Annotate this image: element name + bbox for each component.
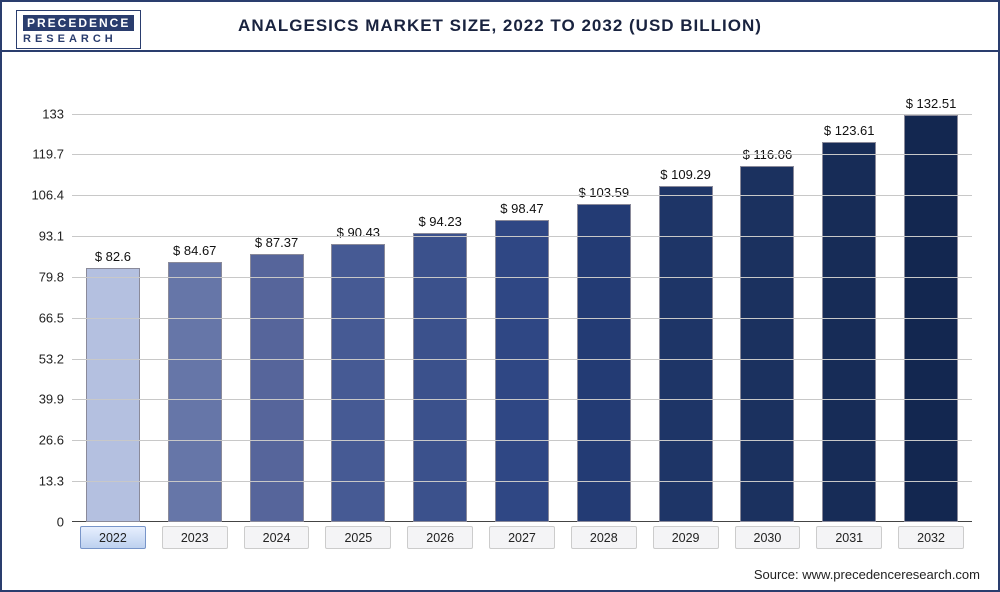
grid-line: [72, 195, 972, 196]
bar-value-label: $ 123.61: [824, 123, 875, 138]
y-tick-label: 26.6: [20, 433, 64, 448]
y-tick-label: 53.2: [20, 351, 64, 366]
y-tick-label: 66.5: [20, 310, 64, 325]
x-tick-label: 2025: [325, 526, 391, 549]
y-tick-label: 133: [20, 106, 64, 121]
bar-column: $ 87.37: [236, 92, 318, 522]
bar-column: $ 123.61: [808, 92, 890, 522]
bar-value-label: $ 90.43: [337, 225, 380, 240]
bar: [740, 166, 794, 522]
bar-value-label: $ 98.47: [500, 201, 543, 216]
bar-column: $ 116.06: [727, 92, 809, 522]
grid-line: [72, 277, 972, 278]
source-text: Source: www.precedenceresearch.com: [754, 567, 980, 582]
bar: [822, 142, 876, 522]
bar-column: $ 132.51: [890, 92, 972, 522]
x-tick-label: 2022: [80, 526, 146, 549]
bar-value-label: $ 94.23: [418, 214, 461, 229]
x-axis-labels: 2022 2023 2024 2025 2026 2027 2028 2029 2030 2031…: [72, 526, 972, 549]
title-bar: ANALGESICS MARKET SIZE, 2022 TO 2032 (US…: [2, 2, 998, 52]
grid-line: [72, 154, 972, 155]
bar-value-label: $ 132.51: [906, 96, 957, 111]
bar-column: $ 84.67: [154, 92, 236, 522]
y-tick-label: 13.3: [20, 474, 64, 489]
x-tick-label: 2024: [244, 526, 310, 549]
y-tick-label: 39.9: [20, 392, 64, 407]
bar-value-label: $ 103.59: [578, 185, 629, 200]
bar-column: $ 94.23: [399, 92, 481, 522]
chart-title: ANALGESICS MARKET SIZE, 2022 TO 2032 (US…: [238, 16, 762, 36]
bar: [577, 204, 631, 522]
x-tick-label: 2031: [816, 526, 882, 549]
bar: [495, 220, 549, 522]
x-tick-label: 2032: [898, 526, 964, 549]
grid-line: [72, 399, 972, 400]
x-tick-label: 2029: [653, 526, 719, 549]
grid-line: [72, 236, 972, 237]
grid-line: [72, 440, 972, 441]
bars-container: $ 82.6 $ 84.67 $ 87.37 $ 90.43 $ 94.23 $ 98.4…: [72, 92, 972, 522]
x-tick-label: 2028: [571, 526, 637, 549]
bar-column: $ 109.29: [645, 92, 727, 522]
bar-chart: $ 82.6 $ 84.67 $ 87.37 $ 90.43 $ 94.23 $ 98.4…: [72, 92, 972, 522]
grid-line: [72, 481, 972, 482]
bar-column: $ 90.43: [317, 92, 399, 522]
y-tick-label: 79.8: [20, 269, 64, 284]
grid-line: [72, 359, 972, 360]
bar-column: $ 103.59: [563, 92, 645, 522]
y-tick-label: 106.4: [20, 188, 64, 203]
y-tick-label: 93.1: [20, 229, 64, 244]
bar-value-label: $ 84.67: [173, 243, 216, 258]
x-tick-label: 2026: [407, 526, 473, 549]
x-tick-label: 2030: [735, 526, 801, 549]
grid-line: [72, 318, 972, 319]
bar: [86, 268, 140, 522]
grid-line: [72, 114, 972, 115]
bar-value-label: $ 82.6: [95, 249, 131, 264]
y-tick-label: 119.7: [20, 147, 64, 162]
bar-column: $ 98.47: [481, 92, 563, 522]
bar-value-label: $ 109.29: [660, 167, 711, 182]
x-tick-label: 2027: [489, 526, 555, 549]
x-tick-label: 2023: [162, 526, 228, 549]
y-tick-label: 0: [20, 515, 64, 530]
bar: [168, 262, 222, 522]
bar-column: $ 82.6: [72, 92, 154, 522]
